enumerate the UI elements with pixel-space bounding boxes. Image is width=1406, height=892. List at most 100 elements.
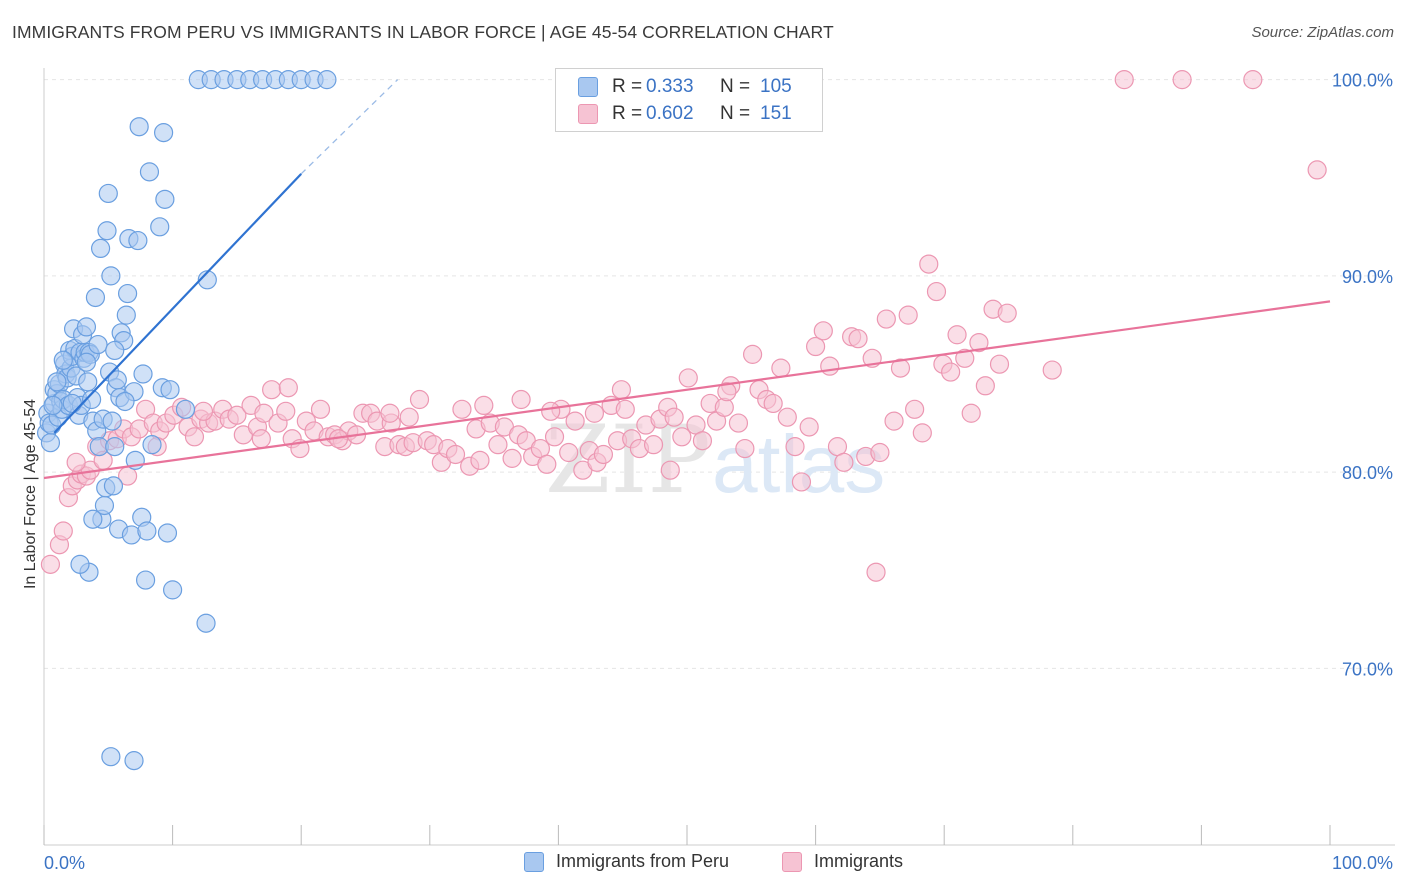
data-point: [544, 427, 565, 447]
data-point: [105, 437, 125, 457]
y-tick-label: 90.0%: [1342, 267, 1393, 287]
data-point: [153, 123, 174, 143]
data-point: [955, 348, 975, 368]
data-point: [488, 435, 508, 455]
trend-lines: [43, 79, 1331, 480]
y-axis-title-wrap: In Labor Force | Age 45-54: [18, 300, 42, 700]
legend-r-label: R =: [612, 103, 643, 124]
chart-title: IMMIGRANTS FROM PERU VS IMMIGRANTS IN LA…: [12, 22, 834, 42]
x-tick-label: 0.0%: [44, 853, 85, 873]
data-point: [40, 433, 61, 453]
data-point: [898, 305, 918, 325]
y-axis-title: In Labor Force | Age 45-54: [22, 398, 39, 590]
data-point: [184, 427, 205, 447]
legend-label-peru: Immigrants from Peru: [556, 851, 730, 871]
data-point: [117, 283, 138, 304]
data-point: [975, 376, 995, 396]
data-point: [76, 317, 97, 337]
axes: [43, 68, 1395, 846]
data-point: [728, 413, 749, 433]
data-point: [135, 570, 156, 590]
data-point: [193, 401, 214, 421]
data-point: [876, 309, 896, 329]
data-point: [137, 521, 157, 541]
data-point: [947, 325, 967, 345]
data-point: [83, 509, 103, 529]
y-tick-label: 70.0%: [1342, 659, 1393, 679]
data-point: [76, 352, 97, 372]
data-point: [714, 397, 734, 417]
peru-points: [36, 70, 337, 771]
data-point: [866, 562, 886, 582]
legend-r-label: R =: [612, 76, 643, 97]
data-point: [97, 221, 117, 241]
data-point: [742, 344, 763, 364]
data-point: [175, 399, 196, 419]
data-point: [101, 747, 121, 767]
data-point: [735, 438, 755, 459]
legend-r-value: 0.333: [646, 76, 694, 97]
data-point: [40, 554, 61, 574]
data-point: [997, 303, 1017, 323]
data-point: [1243, 70, 1263, 90]
data-point: [53, 521, 73, 541]
data-point: [820, 356, 840, 376]
data-point: [912, 423, 932, 443]
data-point: [62, 393, 82, 414]
legend-item-immigrants[interactable]: Immigrants: [782, 851, 903, 872]
data-point: [81, 389, 102, 410]
trend-line-peru-extension: [300, 79, 399, 175]
data-point: [541, 401, 561, 421]
data-point: [124, 751, 144, 771]
data-point: [163, 580, 183, 600]
legend-label-immigrants: Immigrants: [814, 851, 904, 871]
data-point: [150, 217, 170, 237]
data-point: [43, 395, 63, 415]
data-point: [969, 333, 989, 353]
data-point: [129, 117, 149, 137]
legend-item-peru[interactable]: Immigrants from Peru: [524, 851, 729, 872]
data-point: [777, 407, 797, 427]
data-point: [890, 358, 911, 378]
data-point: [1114, 70, 1134, 90]
y-tick-label: 100.0%: [1332, 71, 1393, 91]
data-point: [615, 399, 635, 419]
data-point: [85, 287, 106, 308]
data-point: [157, 523, 178, 543]
data-point: [785, 437, 805, 457]
data-point: [142, 435, 162, 455]
data-point: [791, 472, 812, 492]
data-point: [799, 417, 819, 437]
legend-swatch-immigrants: [782, 851, 802, 872]
data-point: [47, 372, 67, 392]
data-point: [1042, 360, 1062, 380]
data-point: [502, 448, 522, 468]
data-point: [593, 444, 614, 465]
data-point: [771, 358, 791, 378]
data-point: [128, 230, 148, 251]
data-point: [813, 321, 833, 341]
data-point: [559, 442, 579, 463]
data-point: [139, 162, 160, 182]
legend-r-value: 0.602: [646, 103, 694, 124]
data-point: [452, 399, 472, 419]
data-point: [1307, 160, 1327, 180]
watermark-atlas: atlas: [712, 419, 885, 510]
data-point: [155, 189, 175, 209]
data-point: [1172, 70, 1192, 90]
immigrants-points: [40, 70, 1327, 582]
gridlines: [44, 79, 1395, 669]
data-point: [905, 399, 925, 419]
data-point: [310, 399, 331, 419]
data-point: [115, 391, 135, 412]
data-point: [919, 254, 939, 274]
data-point: [102, 411, 122, 431]
legend-n-label: N =: [720, 76, 751, 97]
data-point: [53, 350, 73, 370]
data-point: [103, 476, 124, 496]
data-point: [672, 427, 692, 447]
data-point: [870, 442, 890, 463]
trend-line-peru: [53, 173, 302, 434]
data-point: [537, 454, 557, 474]
